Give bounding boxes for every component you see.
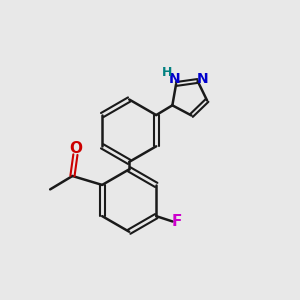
Text: N: N <box>169 72 180 86</box>
Text: H: H <box>161 66 172 79</box>
Text: F: F <box>172 214 182 229</box>
Text: O: O <box>69 141 82 156</box>
Text: N: N <box>197 73 209 86</box>
